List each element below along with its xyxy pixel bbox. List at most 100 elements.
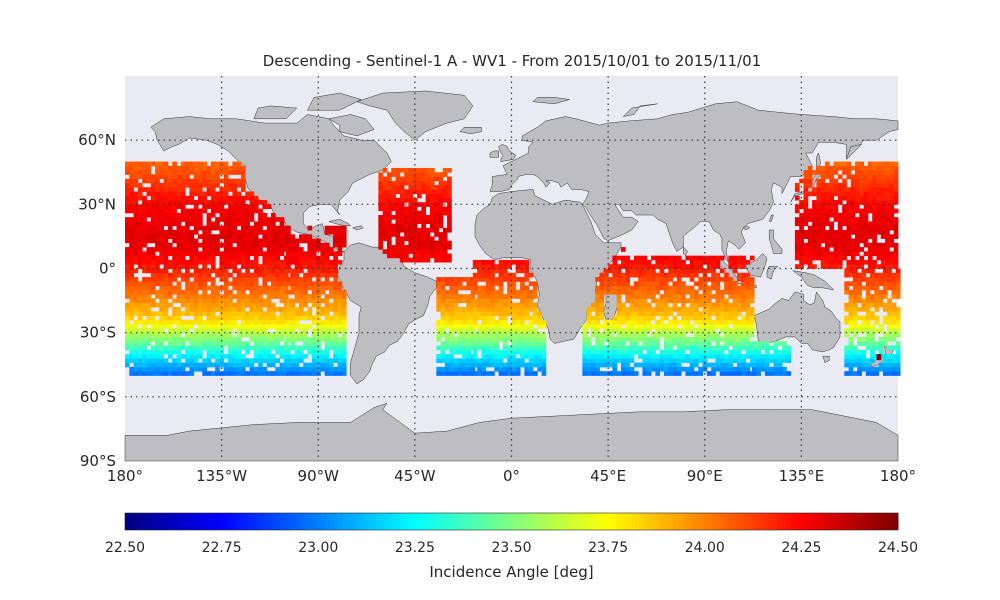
data-cell [193, 366, 199, 372]
data-cell [694, 341, 699, 346]
colorbar-step [407, 513, 412, 530]
data-cell [328, 307, 334, 312]
data-cell [436, 281, 442, 287]
data-cell [520, 362, 525, 368]
data-cell [240, 255, 246, 261]
data-cell [283, 285, 289, 291]
data-cell [163, 204, 169, 210]
data-cell [449, 298, 454, 304]
data-cell [311, 238, 317, 244]
data-cell [689, 289, 695, 295]
data-cell [782, 354, 787, 359]
data-cell [236, 204, 242, 210]
data-cell [642, 345, 648, 351]
data-cell [253, 371, 259, 376]
data-cell [850, 204, 856, 210]
data-cell [159, 311, 165, 316]
data-cell [698, 294, 703, 299]
data-cell [404, 167, 409, 173]
data-cell [698, 324, 703, 329]
data-cell [408, 185, 414, 190]
data-cell [180, 277, 186, 282]
data-cell [719, 362, 725, 368]
data-cell [232, 362, 238, 368]
data-cell [155, 294, 160, 299]
data-cell [271, 341, 276, 346]
data-cell [736, 332, 742, 338]
data-cell [676, 268, 682, 274]
data-cell [228, 366, 233, 372]
data-cell [286, 319, 291, 325]
data-cell [882, 358, 888, 364]
data-cell [180, 341, 186, 346]
data-cell [146, 174, 152, 180]
data-cell [681, 302, 686, 308]
data-cell [694, 336, 699, 342]
data-cell [741, 259, 746, 265]
data-cell [137, 281, 143, 287]
data-cell [275, 324, 280, 329]
data-cell [736, 294, 742, 299]
data-cell [307, 272, 313, 278]
data-cell [279, 251, 285, 257]
data-cell [159, 302, 165, 308]
data-cell [189, 358, 195, 364]
data-cell [895, 277, 901, 282]
data-cell [477, 294, 482, 299]
data-cell [185, 264, 190, 269]
data-cell [472, 302, 478, 308]
data-cell [275, 230, 280, 235]
data-cell [434, 202, 439, 207]
data-cell [142, 212, 147, 218]
colorbar-step [155, 513, 161, 530]
data-cell [324, 285, 330, 291]
data-cell [532, 341, 538, 346]
data-cell [472, 354, 478, 359]
data-cell [223, 362, 229, 368]
data-cell [412, 210, 418, 216]
data-cell [180, 319, 186, 325]
data-cell [185, 234, 190, 239]
data-cell [436, 324, 442, 329]
data-cell [442, 167, 448, 173]
data-cell [279, 362, 285, 368]
data-cell [829, 264, 834, 269]
data-cell [125, 208, 130, 214]
data-cell [756, 358, 761, 364]
data-cell [404, 197, 409, 203]
data-cell [807, 174, 813, 180]
data-cell [436, 277, 442, 282]
data-cell [133, 324, 139, 329]
data-cell [861, 336, 867, 342]
data-cell [736, 345, 742, 351]
data-cell [511, 259, 517, 265]
data-cell [867, 251, 873, 257]
data-cell [298, 336, 304, 342]
data-cell [258, 230, 263, 235]
data-cell [799, 225, 804, 231]
data-cell [333, 345, 338, 351]
data-cell [694, 358, 699, 364]
data-cell [202, 336, 207, 342]
data-cell [736, 354, 742, 359]
data-cell [481, 324, 487, 329]
data-cell [651, 315, 656, 321]
data-cell [333, 268, 338, 274]
data-cell [844, 354, 850, 359]
x-tick-label: 0° [503, 467, 520, 485]
data-cell [880, 200, 886, 205]
data-cell [176, 354, 182, 359]
data-cell [532, 345, 538, 351]
data-cell [857, 298, 862, 304]
data-cell [290, 315, 296, 321]
data-cell [472, 307, 478, 312]
data-cell [855, 191, 860, 197]
data-cell [245, 217, 250, 222]
data-cell [621, 358, 626, 364]
data-cell [223, 281, 229, 287]
data-cell [137, 264, 143, 269]
data-cell [275, 277, 280, 282]
data-cell [193, 170, 199, 175]
data-cell [515, 268, 521, 274]
data-cell [198, 165, 203, 171]
